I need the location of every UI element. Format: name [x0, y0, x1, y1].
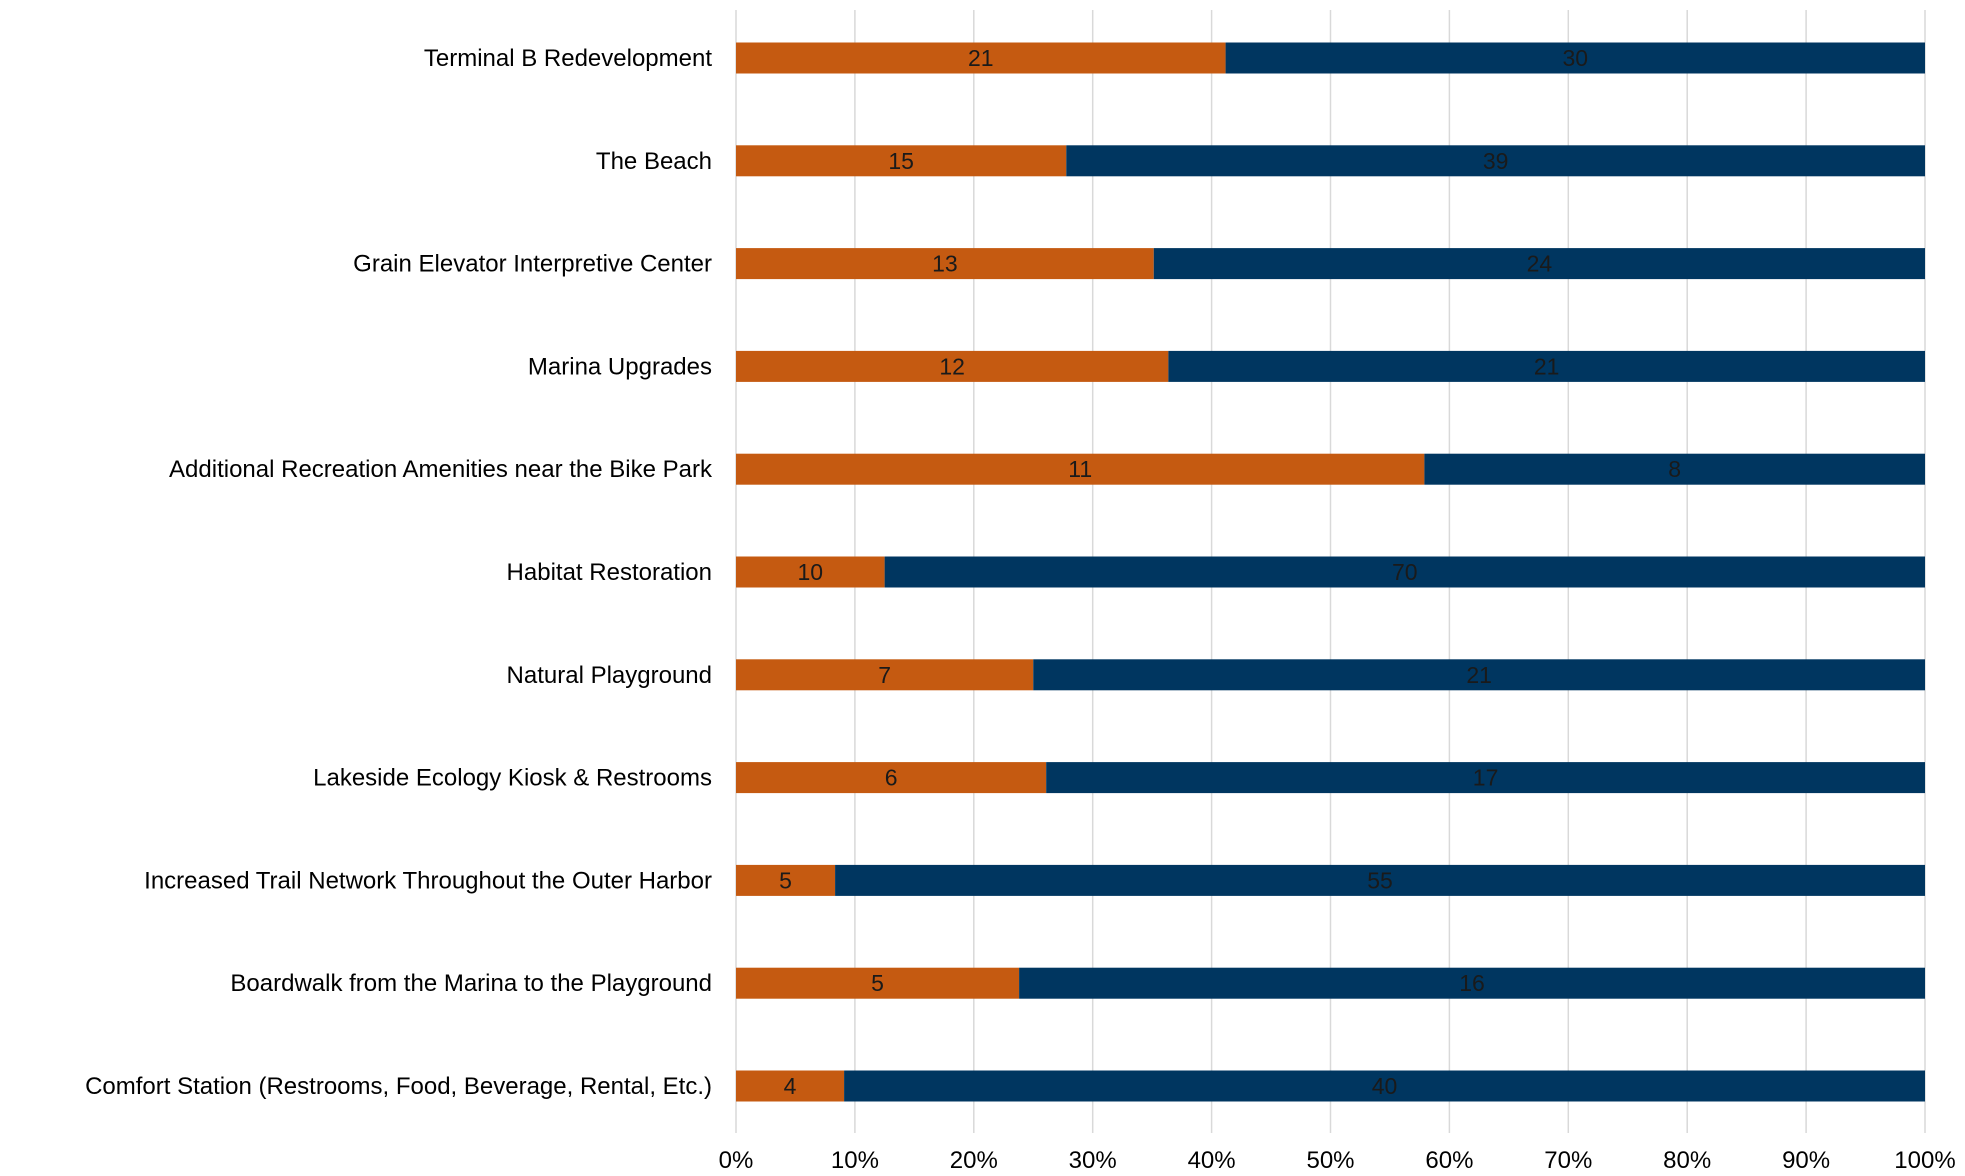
data-label: 10 — [798, 559, 824, 585]
category-label: Natural Playground — [507, 662, 712, 689]
category-label: Comfort Station (Restrooms, Food, Bevera… — [85, 1073, 712, 1100]
data-label: 6 — [885, 765, 898, 791]
bar-segment — [1066, 145, 1925, 177]
x-axis-tick-labels: 0% 10% 20% 30% 40% 50% 60% 70% 80% 90% 100% — [719, 1147, 1956, 1174]
bar-segment — [884, 556, 1925, 588]
bar-segment — [736, 864, 836, 896]
data-label: 24 — [1527, 251, 1553, 277]
data-label: 5 — [779, 867, 792, 893]
data-label: 16 — [1459, 970, 1485, 996]
data-label: 13 — [932, 251, 958, 277]
bar-segment — [736, 762, 1047, 794]
x-tick-label: 100% — [1894, 1147, 1955, 1174]
category-label: The Beach — [596, 148, 712, 175]
x-tick-label: 40% — [1188, 1147, 1236, 1174]
x-tick-label: 0% — [719, 1147, 754, 1174]
x-tick-label: 10% — [831, 1147, 879, 1174]
data-label: 7 — [878, 662, 891, 688]
x-tick-label: 20% — [950, 1147, 998, 1174]
bar-segment — [1153, 248, 1925, 280]
data-label: 70 — [1392, 559, 1418, 585]
x-tick-label: 50% — [1306, 1147, 1354, 1174]
data-label: 11 — [1068, 456, 1092, 482]
bar-segment — [736, 1070, 845, 1102]
bar-segment — [736, 659, 1034, 691]
data-label: 21 — [968, 45, 994, 71]
data-label: 12 — [939, 353, 965, 379]
x-tick-label: 60% — [1425, 1147, 1473, 1174]
category-label: Additional Recreation Amenities near the… — [169, 456, 713, 483]
data-label: 4 — [784, 1073, 797, 1099]
bar-segment — [1019, 967, 1925, 999]
bar-segment — [736, 967, 1020, 999]
x-tick-label: 90% — [1782, 1147, 1830, 1174]
bars — [736, 42, 1926, 1102]
data-label: 8 — [1668, 456, 1681, 482]
category-label: Lakeside Ecology Kiosk & Restrooms — [313, 765, 712, 792]
bar-segment — [736, 248, 1154, 280]
bar-segment — [1424, 453, 1925, 485]
data-label: 17 — [1473, 765, 1499, 791]
x-tick-label: 70% — [1544, 1147, 1592, 1174]
category-label: Boardwalk from the Marina to the Playgro… — [230, 970, 712, 997]
category-labels: Terminal B Redevelopment The Beach Grain E… — [85, 45, 713, 1100]
bar-segment — [736, 350, 1169, 382]
data-label: 21 — [1534, 353, 1560, 379]
data-label: 15 — [888, 148, 914, 174]
bar-segment — [1046, 762, 1925, 794]
bar-segment — [1225, 42, 1925, 74]
bar-segment — [736, 145, 1067, 177]
bar-segment — [736, 453, 1425, 485]
bar-segment — [1033, 659, 1925, 691]
data-label: 30 — [1562, 45, 1588, 71]
data-label: 5 — [871, 970, 884, 996]
x-tick-label: 80% — [1663, 1147, 1711, 1174]
data-label: 39 — [1483, 148, 1509, 174]
category-label: Grain Elevator Interpretive Center — [353, 251, 712, 278]
bar-segment — [835, 864, 1926, 896]
bar-segment — [844, 1070, 1926, 1102]
category-label: Marina Upgrades — [528, 353, 712, 380]
category-label: Habitat Restoration — [507, 559, 712, 586]
data-label: 21 — [1466, 662, 1492, 688]
bar-segment — [1168, 350, 1925, 382]
data-label: 55 — [1367, 867, 1393, 893]
category-label: Increased Trail Network Throughout the O… — [144, 867, 712, 894]
bar-segment — [736, 556, 885, 588]
bar-segment — [736, 42, 1226, 74]
data-label: 40 — [1372, 1073, 1398, 1099]
category-label: Terminal B Redevelopment — [424, 45, 712, 72]
x-tick-label: 30% — [1069, 1147, 1117, 1174]
